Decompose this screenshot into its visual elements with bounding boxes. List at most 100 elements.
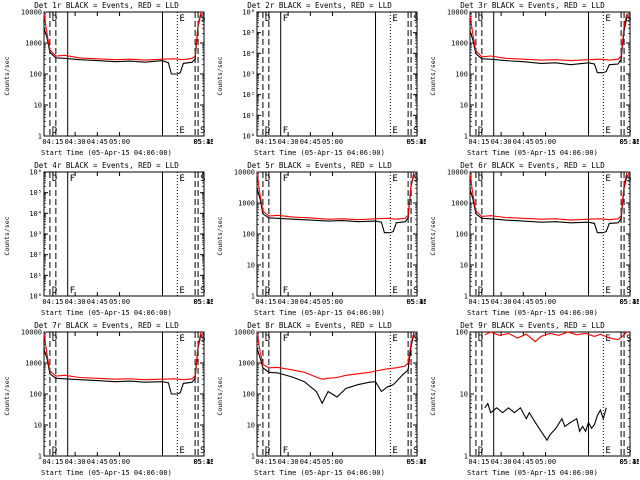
chart-title: Det 4r BLACK = Events, RED = LLD bbox=[34, 161, 179, 170]
x-axis-label: Start Time (05-Apr-15 04:06:00) bbox=[41, 149, 172, 157]
event-marker-label: E bbox=[392, 174, 397, 184]
event-marker-label: D bbox=[478, 14, 483, 24]
x-tick-label: 04:45 bbox=[513, 458, 534, 466]
series-line bbox=[469, 174, 628, 234]
series-line bbox=[256, 171, 415, 221]
x-tick-label: 04:45 bbox=[300, 138, 321, 146]
event-marker-label: F bbox=[283, 14, 288, 24]
event-marker-label: F bbox=[283, 126, 288, 136]
chart-title: Det 3r BLACK = Events, RED = LLD bbox=[460, 1, 605, 10]
x-tick-label: 05:00 bbox=[322, 458, 343, 466]
x-axis-label: Start Time (05-Apr-15 04:06:00) bbox=[467, 469, 598, 477]
y-tick-label: 1 bbox=[464, 453, 468, 461]
x-tick-label: 04:15 bbox=[255, 138, 276, 146]
x-tick-label: 05:15 bbox=[619, 458, 639, 466]
x-tick-label: 05:45 bbox=[619, 138, 639, 146]
y-tick-label: 10 bbox=[460, 262, 468, 270]
x-tick-label: 04:45 bbox=[87, 138, 108, 146]
event-marker-label: E bbox=[605, 14, 610, 24]
y-tick-label: 100 bbox=[242, 391, 255, 399]
x-tick-label: 05:45 bbox=[193, 138, 213, 146]
y-tick-label: 100 bbox=[455, 231, 468, 239]
y-tick-label: 10 bbox=[460, 391, 468, 399]
x-tick-label: 05:45 bbox=[193, 458, 213, 466]
x-tick-label: 05:30 bbox=[406, 138, 426, 146]
event-marker-label: E bbox=[392, 446, 397, 456]
plot-area: 1 10 100 1000 10000 04:15 04:30 04:45 05:00 05:15… bbox=[447, 9, 639, 147]
x-tick-label: 05:30 bbox=[619, 298, 639, 306]
y-axis-label: Counts/sec bbox=[3, 376, 11, 416]
event-marker-label: D bbox=[52, 126, 57, 136]
x-tick-label: 05:15 bbox=[406, 298, 426, 306]
event-marker-label: D bbox=[265, 126, 270, 136]
event-marker-label: S bbox=[200, 174, 205, 184]
y-axis-label: Counts/sec bbox=[3, 56, 11, 96]
event-marker-label: D bbox=[52, 446, 57, 456]
y-axis-label: Counts/sec bbox=[429, 376, 437, 416]
panel-det-5r: Det 5r BLACK = Events, RED = LLD 1 10 100 1… bbox=[213, 160, 426, 320]
y-tick-label: 10⁴ bbox=[242, 50, 255, 58]
x-tick-label: 04:30 bbox=[278, 298, 299, 306]
y-tick-label: 10¹ bbox=[242, 112, 255, 120]
event-marker-label: D bbox=[52, 334, 57, 344]
x-tick-label: 05:15 bbox=[406, 458, 426, 466]
x-tick-label: 05:45 bbox=[406, 458, 426, 466]
event-marker-label: E bbox=[179, 286, 184, 296]
y-tick-label: 100 bbox=[242, 231, 255, 239]
x-tick-label: 05:00 bbox=[322, 138, 343, 146]
y-tick-label: 10 bbox=[34, 102, 42, 110]
event-marker-label: F bbox=[283, 446, 288, 456]
event-marker-label: E bbox=[605, 446, 610, 456]
plot-area: 1 10 100 1000 10000 04:15 04:30 04:45 05:00 05:15… bbox=[447, 169, 639, 307]
event-marker-label: S bbox=[200, 334, 205, 344]
y-tick-label: 10⁶ bbox=[242, 9, 255, 17]
x-tick-label: 04:30 bbox=[491, 458, 512, 466]
event-marker-label: F bbox=[283, 286, 288, 296]
event-marker-label: E bbox=[392, 286, 397, 296]
y-tick-label: 10000 bbox=[234, 329, 255, 337]
event-marker-label: S bbox=[626, 126, 631, 136]
event-marker-label: S bbox=[413, 286, 418, 296]
event-marker-label: S bbox=[200, 446, 205, 456]
series-line bbox=[43, 331, 202, 381]
event-marker-label: E bbox=[605, 334, 610, 344]
y-tick-label: 10000 bbox=[21, 9, 42, 17]
event-marker-label: S bbox=[413, 14, 418, 24]
x-tick-label: 05:45 bbox=[406, 298, 426, 306]
event-marker-label: E bbox=[179, 126, 184, 136]
event-marker-label: S bbox=[626, 446, 631, 456]
y-tick-label: 10000 bbox=[21, 329, 42, 337]
plot-area: 1 10 100 04:15 04:30 04:45 05:00 05:1505:3005:4… bbox=[455, 329, 639, 467]
x-tick-label: 05:30 bbox=[406, 458, 426, 466]
event-marker-label: E bbox=[179, 174, 184, 184]
y-tick-label: 100 bbox=[455, 71, 468, 79]
y-axis-label: Counts/sec bbox=[3, 216, 11, 256]
plot-area: 10⁰ 10¹ 10² 10³ 10⁴ 10⁵ 10⁶ 04:15 04:30 04:45 05:0… bbox=[29, 169, 213, 307]
event-marker-label: E bbox=[179, 446, 184, 456]
x-tick-label: 04:30 bbox=[65, 298, 86, 306]
x-tick-label: 04:30 bbox=[65, 458, 86, 466]
chart-title: Det 5r BLACK = Events, RED = LLD bbox=[247, 161, 392, 170]
y-tick-label: 1000 bbox=[451, 40, 468, 48]
x-tick-label: 04:45 bbox=[87, 298, 108, 306]
event-marker-label: E bbox=[179, 334, 184, 344]
x-tick-label: 05:00 bbox=[109, 298, 130, 306]
y-tick-label: 10⁶ bbox=[29, 169, 42, 177]
y-tick-label: 10⁰ bbox=[242, 133, 255, 141]
y-tick-label: 10⁰ bbox=[29, 293, 42, 301]
x-axis-label: Start Time (05-Apr-15 04:06:00) bbox=[41, 309, 172, 317]
y-axis-label: Counts/sec bbox=[216, 376, 224, 416]
plot-area: 1 10 100 1000 10000 04:15 04:30 04:45 05:00 05:15… bbox=[21, 9, 213, 147]
x-tick-label: 05:00 bbox=[535, 298, 556, 306]
event-marker-label: D bbox=[265, 446, 270, 456]
x-tick-label: 05:30 bbox=[193, 138, 213, 146]
y-tick-label: 1 bbox=[38, 453, 42, 461]
x-axis-label: Start Time (05-Apr-15 04:06:00) bbox=[41, 469, 172, 477]
plot-area: 10⁰ 10¹ 10² 10³ 10⁴ 10⁵ 10⁶ 04:15 04:30 04:45 05:0… bbox=[242, 9, 426, 147]
x-tick-label: 05:15 bbox=[193, 298, 213, 306]
event-marker-label: E bbox=[605, 286, 610, 296]
chart-title: Det 8r BLACK = Events, RED = LLD bbox=[247, 321, 392, 330]
x-tick-label: 04:45 bbox=[513, 298, 534, 306]
series-line bbox=[484, 402, 607, 442]
plot-area: 1 10 100 1000 10000 04:15 04:30 04:45 05:00 05:15… bbox=[234, 329, 426, 467]
